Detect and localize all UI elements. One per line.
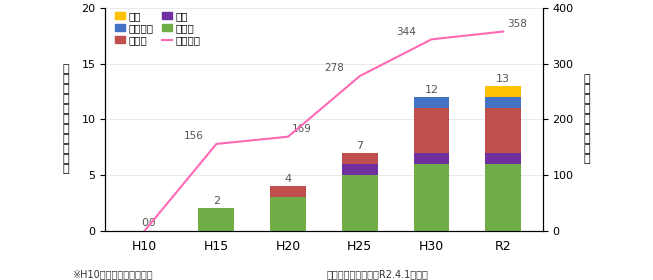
Bar (270, 197, 306, 231)
Text: 169: 169 (292, 124, 311, 134)
Text: 12: 12 (424, 85, 439, 95)
Bar (485, 153, 521, 164)
Text: 358: 358 (507, 19, 527, 29)
Text: 資料：日南市調べ（R2.4.1現在）: 資料：日南市調べ（R2.4.1現在） (326, 269, 428, 279)
Text: 13: 13 (496, 74, 510, 84)
Bar (413, 108, 449, 153)
Bar (485, 86, 521, 97)
Bar (270, 186, 306, 197)
Y-axis label: 累
計
企
業
立
地
件
数
（
件
）: 累 計 企 業 立 地 件 数 （ 件 ） (63, 64, 69, 174)
Text: 7: 7 (357, 141, 363, 151)
Bar (413, 153, 449, 164)
Bar (485, 108, 521, 153)
Text: 0: 0 (148, 218, 155, 228)
Bar (342, 164, 377, 175)
Text: 0: 0 (141, 218, 148, 228)
Bar (485, 164, 521, 231)
Bar (342, 175, 377, 231)
Y-axis label: 累
計
雇
用
者
数
（
人
）: 累 計 雇 用 者 数 （ 人 ） (583, 74, 590, 164)
Bar (342, 153, 377, 164)
Legend: 宿野, 細田海門, 吉野方, 新地, 日高嶋, 雇用者数: 宿野, 細田海門, 吉野方, 新地, 日高嶋, 雇用者数 (115, 11, 200, 45)
Text: ※H10事業化以降の累計値: ※H10事業化以降の累計値 (72, 269, 152, 279)
Text: 156: 156 (184, 131, 204, 141)
Bar (413, 97, 449, 108)
Bar (199, 208, 234, 231)
Text: 278: 278 (324, 63, 344, 73)
Bar (485, 97, 521, 108)
Bar (413, 164, 449, 231)
Text: 2: 2 (213, 196, 220, 206)
Text: 4: 4 (285, 174, 292, 184)
Text: 344: 344 (396, 27, 415, 37)
